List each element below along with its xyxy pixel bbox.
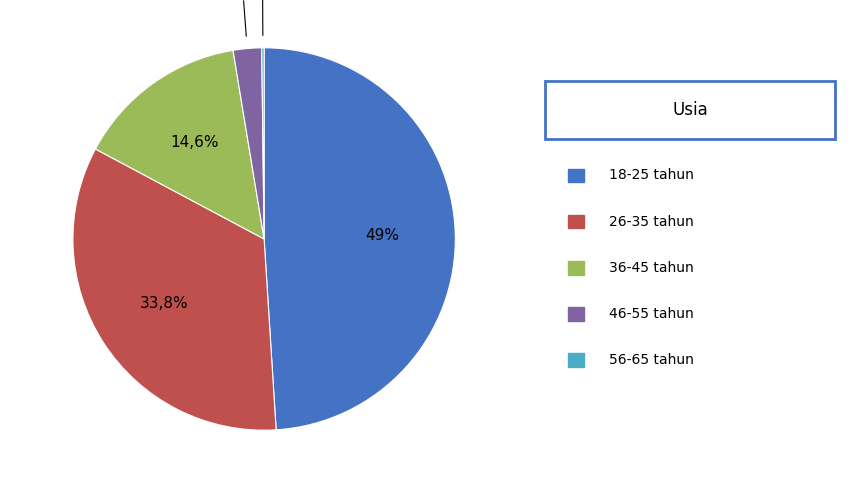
Text: 26-35 tahun: 26-35 tahun xyxy=(609,215,694,228)
Bar xyxy=(568,215,584,228)
Bar xyxy=(568,261,584,274)
Text: 2,4%: 2,4% xyxy=(223,0,262,36)
Wedge shape xyxy=(95,50,264,239)
Text: Usia: Usia xyxy=(672,101,708,119)
Text: 33,8%: 33,8% xyxy=(140,296,189,311)
Text: 46-55 tahun: 46-55 tahun xyxy=(609,307,694,321)
Text: 36-45 tahun: 36-45 tahun xyxy=(609,261,694,274)
Text: 0,2%: 0,2% xyxy=(243,0,282,35)
Wedge shape xyxy=(233,48,264,239)
Text: 18-25 tahun: 18-25 tahun xyxy=(609,168,694,183)
Bar xyxy=(568,307,584,321)
Wedge shape xyxy=(264,48,455,430)
Text: 56-65 tahun: 56-65 tahun xyxy=(609,353,694,367)
Wedge shape xyxy=(73,149,276,430)
Text: 49%: 49% xyxy=(366,228,400,243)
Text: 14,6%: 14,6% xyxy=(170,135,219,150)
Bar xyxy=(568,353,584,367)
Wedge shape xyxy=(262,48,264,239)
Bar xyxy=(568,169,584,183)
